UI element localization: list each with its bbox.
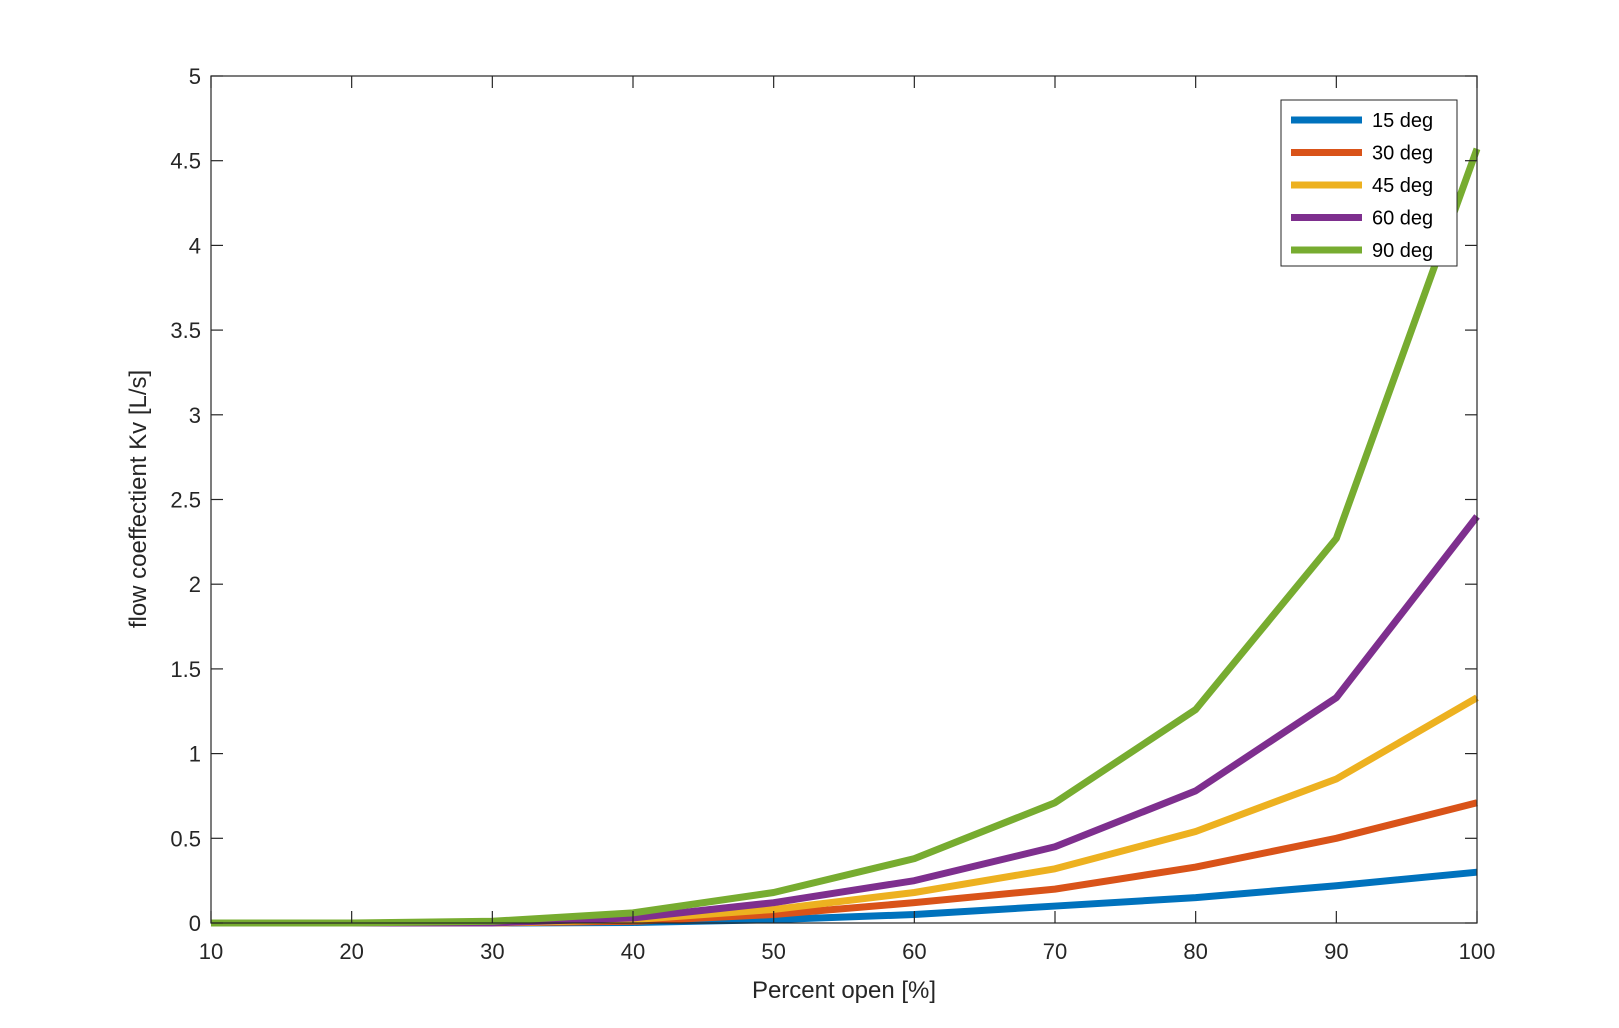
legend-label: 30 deg — [1372, 143, 1433, 165]
plot-area — [211, 76, 1477, 923]
y-tick-label: 0.5 — [170, 826, 201, 851]
y-tick-label: 5 — [189, 64, 201, 89]
y-tick-label: 3 — [189, 403, 201, 428]
y-axis-title: flow coeffectient Kv [L/s] — [125, 370, 152, 628]
y-tick-label: 1.5 — [170, 657, 201, 682]
x-axis-ticks: 10 20 30 40 50 60 70 80 90 100 — [199, 76, 1496, 964]
x-tick-label: 100 — [1459, 939, 1496, 964]
legend-label: 60 deg — [1372, 208, 1433, 230]
y-tick-label: 0 — [189, 911, 201, 936]
y-tick-label: 4.5 — [170, 149, 201, 174]
y-tick-label: 2.5 — [170, 488, 201, 513]
x-axis-title: Percent open [%] — [752, 977, 936, 1004]
legend-label: 90 deg — [1372, 240, 1433, 262]
x-tick-label: 90 — [1324, 939, 1348, 964]
x-tick-label: 80 — [1183, 939, 1207, 964]
legend-label: 45 deg — [1372, 175, 1433, 197]
legend-label: 15 deg — [1372, 110, 1433, 132]
y-tick-label: 1 — [189, 742, 201, 767]
x-tick-label: 70 — [1043, 939, 1067, 964]
x-tick-label: 60 — [902, 939, 926, 964]
x-tick-label: 30 — [480, 939, 504, 964]
x-tick-label: 10 — [199, 939, 223, 964]
x-tick-label: 50 — [761, 939, 785, 964]
x-tick-label: 40 — [621, 939, 645, 964]
y-axis-ticks: 0 0.5 1 1.5 2 2.5 3 3.5 4 4.5 5 — [170, 64, 1477, 936]
y-tick-label: 2 — [189, 572, 201, 597]
y-tick-label: 4 — [189, 233, 201, 258]
series-line-90-deg — [211, 147, 1481, 927]
legend: 15 deg 30 deg 45 deg 60 deg 90 deg — [1280, 99, 1458, 267]
x-tick-label: 20 — [339, 939, 363, 964]
y-tick-label: 3.5 — [170, 318, 201, 343]
